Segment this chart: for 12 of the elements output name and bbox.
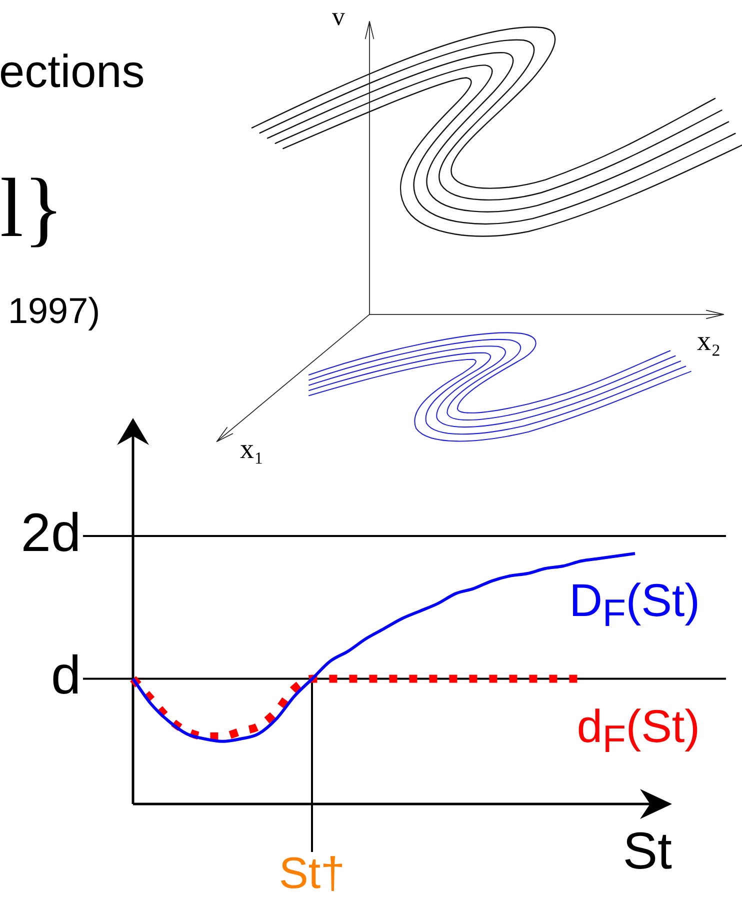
annotation: St†: [278, 849, 346, 898]
text: x₂: [697, 326, 721, 358]
text: x₁: [240, 434, 264, 466]
text: ections: [0, 44, 145, 98]
series-label: d$_{F}$(St): [576, 700, 700, 761]
text: v: [332, 2, 345, 32]
series-label: D$_{F}$(St): [569, 574, 700, 636]
ref-line-label: d: [50, 646, 81, 706]
x-axis-title: St: [622, 822, 673, 880]
ref-line-label: 2d: [20, 502, 81, 563]
text: l}: [0, 161, 64, 257]
text: 1997): [8, 290, 100, 332]
